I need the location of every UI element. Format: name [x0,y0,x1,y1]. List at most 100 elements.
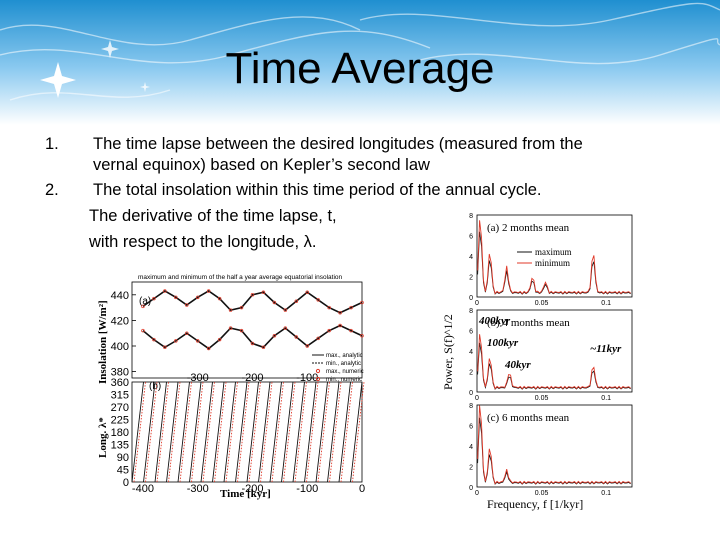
legend-entry: max., analytic [326,353,363,359]
series-line [142,324,363,350]
sawtooth-segment [258,381,271,483]
spectrum-panel: 8 6 4 2 00 0.05 0.1 (c) 6 months mean [469,403,633,497]
peak-annotation: 40kyr [504,359,531,371]
data-point [272,334,277,338]
panel-b-series [131,381,365,483]
panel-a-x-ticks: -300 -200 -100 [187,372,319,384]
panel-label: (b) [149,381,161,392]
y-tick-label: 2 [469,275,473,282]
y-tick-label: 8 [469,213,473,220]
y-tick-label: 360 [111,377,129,389]
legend-entry: min., numeric [326,377,362,383]
list-number: 1. [45,135,59,153]
data-point [349,328,353,333]
legend: max., analytic min., analytic max., nume… [312,353,364,383]
y-tick-label: 440 [111,290,129,302]
data-point [327,305,331,310]
panel-frame [476,309,633,393]
data-point [217,337,222,342]
legend-entry: maximum [535,247,572,257]
data-point [152,296,156,301]
y-tick-label: 4 [469,254,473,261]
panel-a-y-ticks: 440 420 400 380 [111,290,136,379]
sparkle-icon [40,40,150,98]
panel-label: (c) 6 months mean [487,412,570,424]
list-item-line: The total insolation within this time pe… [93,181,542,199]
sawtooth-segment [281,381,294,483]
panel-label: (a) 2 months mean [487,222,570,234]
data-point [239,305,244,310]
y-tick-label: 420 [111,315,129,327]
sawtooth-segment [246,381,259,483]
y-tick-label: 315 [111,390,129,402]
x-tick-label: -300 [187,483,209,495]
data-point [228,326,233,330]
sawtooth-segment [315,381,328,483]
data-point [305,344,309,348]
y-tick-label: 6 [469,329,473,336]
series-line [477,334,631,390]
y-tick-label: 135 [111,440,129,452]
data-point [152,337,156,342]
x-axis-label: Time [kyr] [220,488,271,500]
x-tick-label: 0.1 [601,395,611,402]
series-line [142,290,363,314]
sawtooth-segment [166,381,179,483]
data-point [294,335,299,339]
data-point [360,300,364,305]
y-tick-label: 270 [111,402,129,414]
panel-label: (b) 4 months mean [487,317,570,329]
panel-b-x-ticks: -400 -300 -200 -100 0 [132,483,365,495]
legend-entry: min., analytic [326,361,361,367]
data-point [141,304,145,309]
list-item-line: vernal equinox) based on Kepler’s second… [93,156,430,174]
x-tick-label: 0 [359,483,365,495]
panel-frame [476,404,633,488]
peak-annotation: ~11kyr [590,343,622,355]
x-axis-label: Frequency, f [1/kyr] [487,497,583,511]
sawtooth-segment [200,381,213,483]
slide-title: Time Average [225,44,495,93]
data-point [163,289,167,293]
panel-frame [476,214,633,298]
panel-a-frame [131,281,363,379]
y-tick-label: 90 [117,452,129,464]
sawtooth-segment [235,381,248,483]
data-point [316,298,320,302]
x-tick-label: 0.1 [601,300,611,307]
text-line: with respect to the longitude, λ. [89,233,317,251]
data-point [185,303,189,307]
y-tick-label: 4 [469,349,473,356]
y-tick-label: 2 [469,370,473,377]
sawtooth-segment [177,381,190,483]
data-point [217,296,222,301]
data-point [195,339,200,343]
y-tick-label: 0 [469,295,473,302]
sawtooth-segment [292,381,305,483]
y-axis-label: Power, S(f)^1/2 [441,314,455,390]
peak-annotation: 100kyr [487,337,519,349]
data-point [283,308,288,312]
insolation-figure: maximum and minimum of the half a year a… [90,268,375,503]
x-tick-label: -400 [132,483,154,495]
y-tick-label: 4 [469,444,473,451]
panel-a-series [141,289,364,351]
y-tick-label: 0 [469,485,473,492]
data-point [338,323,342,328]
sawtooth-segment [304,381,317,483]
sawtooth-segment [269,381,282,483]
data-point [327,328,331,333]
text-line: The derivative of the time lapse, t, [89,207,337,225]
y-tick-label: 2 [469,465,473,472]
series-line [477,342,631,390]
y-tick-label: 380 [111,367,129,379]
x-tick-label: 0 [475,395,479,402]
list-number: 2. [45,181,59,199]
legend-entry: max., numeric [326,369,364,375]
swirl-decoration [0,2,720,101]
list-item-line: The time lapse between the desired longi… [93,135,583,153]
x-tick-label: 0 [475,490,479,497]
peak-annotation: 400kyr [478,315,511,327]
